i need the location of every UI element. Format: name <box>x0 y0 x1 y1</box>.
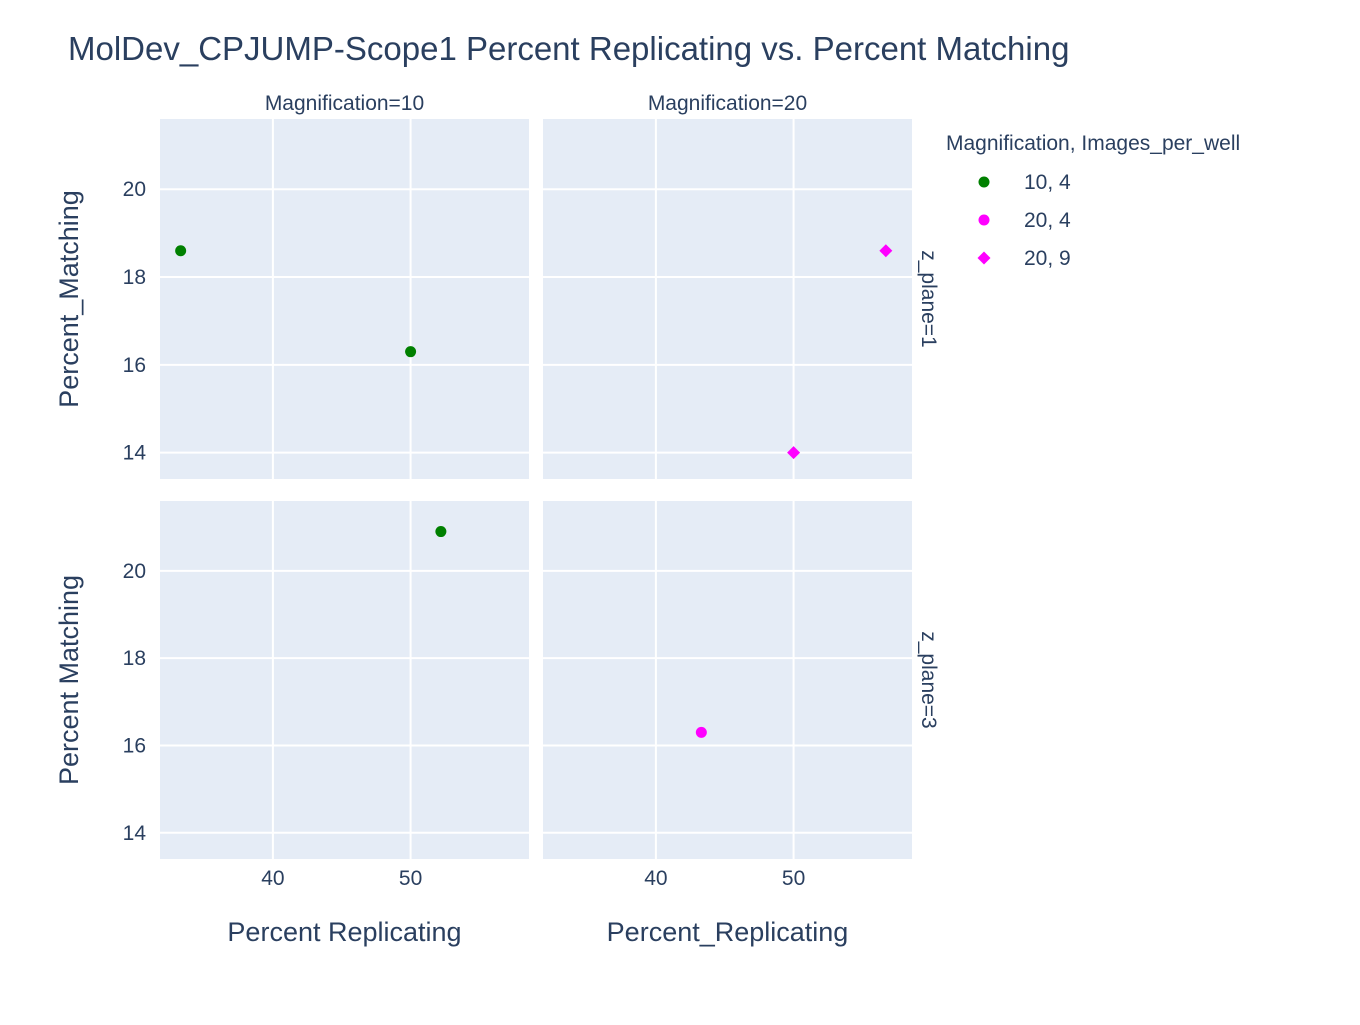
y-tick-label: 16 <box>123 354 146 377</box>
data-point <box>787 446 801 460</box>
x-axis-title: Percent Replicating <box>227 917 461 947</box>
y-axis-title: Percent_Matching <box>54 190 84 408</box>
plot-area-r1-c0 <box>160 501 529 859</box>
legend-marker <box>978 176 990 188</box>
x-axis-title: Percent_Replicating <box>607 917 849 947</box>
y-tick-label: 14 <box>123 442 147 465</box>
plot-area-r0-c0 <box>160 119 529 479</box>
data-point <box>175 245 187 257</box>
facet-row-label: z_plane=3 <box>917 631 940 729</box>
legend-marker <box>978 214 990 226</box>
legend-entry-label: 20, 4 <box>1024 209 1071 232</box>
chart-title: MolDev_CPJUMP-Scope1 Percent Replicating… <box>68 30 1069 67</box>
y-tick-label: 20 <box>123 560 146 583</box>
legend-entry-label: 20, 9 <box>1024 247 1071 270</box>
y-tick-label: 18 <box>123 266 146 289</box>
x-tick-label: 50 <box>782 867 805 890</box>
y-tick-label: 20 <box>123 178 146 201</box>
data-point <box>435 526 447 538</box>
legend-entry-label: 10, 4 <box>1024 171 1071 194</box>
x-tick-label: 40 <box>261 867 284 890</box>
legend: Magnification, Images_per_well 10, 4 20, 4… <box>946 132 1240 270</box>
x-tick-label: 50 <box>399 867 422 890</box>
data-point <box>695 726 707 738</box>
plot-area-r0-c1 <box>543 119 912 479</box>
y-axis-title: Percent Matching <box>54 575 84 785</box>
y-tick-label: 16 <box>123 734 146 757</box>
x-tick-label: 40 <box>644 867 667 890</box>
facet-column-label: Magnification=10 <box>265 92 424 115</box>
facet-panels: Magnification=10 Magnification=20 z_plane=… <box>54 92 940 947</box>
data-point <box>405 346 417 358</box>
y-tick-label: 14 <box>123 822 147 845</box>
facet-row-label: z_plane=1 <box>917 250 940 348</box>
facet-column-label: Magnification=20 <box>648 92 807 115</box>
plot-area-r1-c1 <box>543 501 912 859</box>
legend-marker <box>977 251 991 265</box>
legend-title: Magnification, Images_per_well <box>946 132 1240 155</box>
y-tick-label: 18 <box>123 647 146 670</box>
data-point <box>879 244 893 258</box>
